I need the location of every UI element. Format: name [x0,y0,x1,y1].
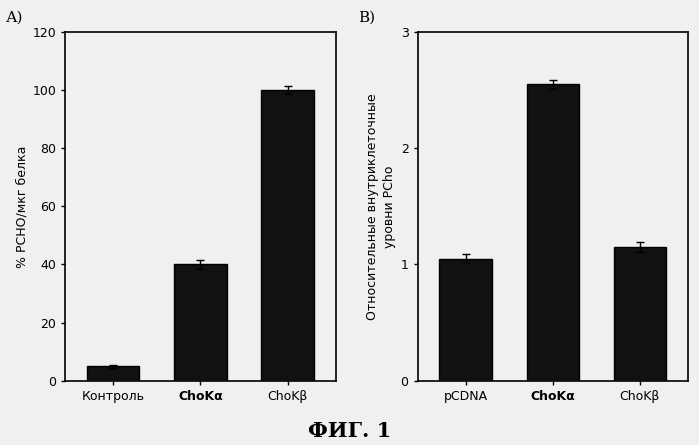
Bar [440,259,491,381]
Text: А): А) [6,11,23,25]
Text: ФИГ. 1: ФИГ. 1 [308,421,391,441]
Bar [526,84,579,381]
Y-axis label: Относительные внутриклеточные
уровни PCho: Относительные внутриклеточные уровни PCh… [366,93,396,320]
Text: В): В) [358,11,375,25]
Bar [174,264,226,381]
Bar [614,247,666,381]
Bar [261,90,314,381]
Y-axis label: % РСНО/мкг белка: % РСНО/мкг белка [15,145,28,267]
Bar [87,366,139,381]
